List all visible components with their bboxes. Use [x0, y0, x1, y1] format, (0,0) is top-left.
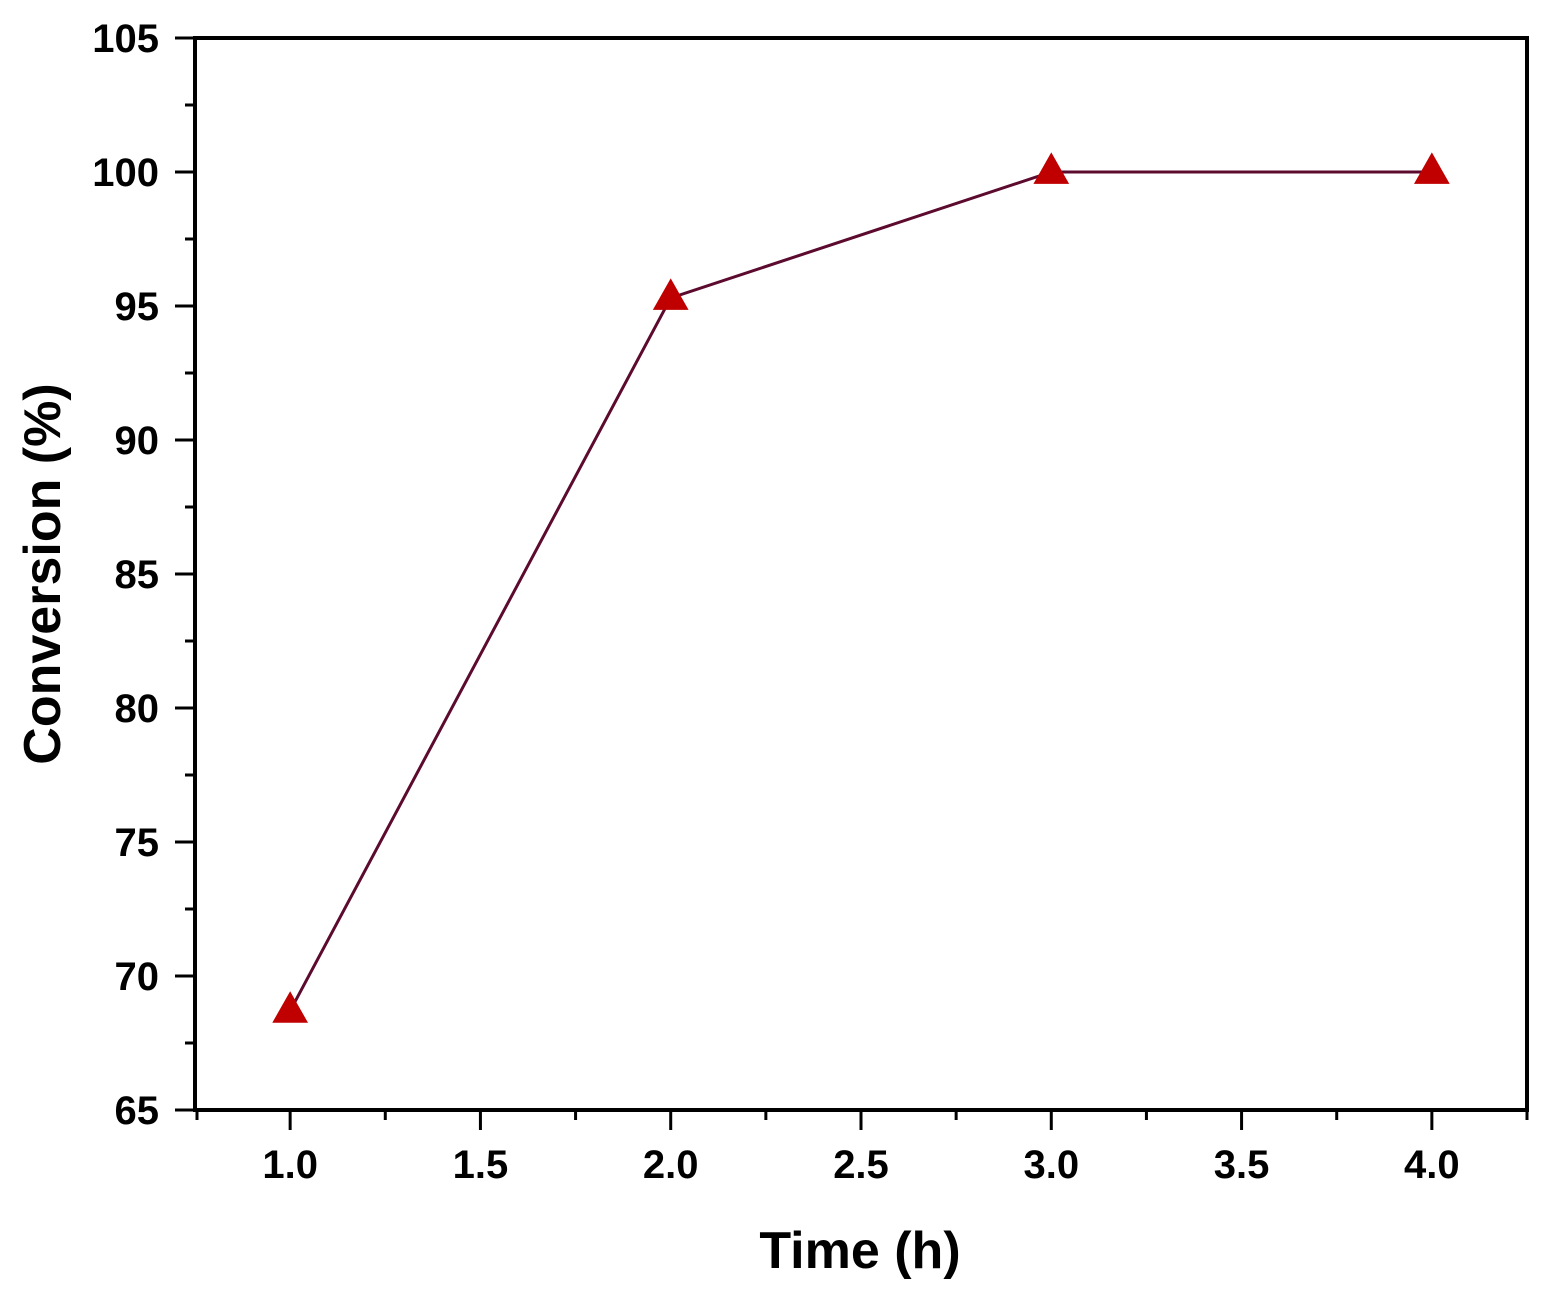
axes: 65 70 75 80 85 90 95 100 105 1.0 1.5 2.0 2.5 3.0 3.5 4.… [92, 17, 1529, 1187]
y-tick-label: 100 [92, 151, 159, 195]
x-tick-label: 2.5 [833, 1143, 889, 1187]
x-axis-title: Time (h) [759, 1222, 960, 1280]
y-tick-label: 90 [115, 419, 160, 463]
y-tick-label: 105 [92, 17, 159, 61]
x-tick-label: 1.5 [453, 1143, 509, 1187]
y-tick-label: 95 [115, 285, 160, 329]
y-tick-label: 80 [115, 687, 160, 731]
x-tick-label: 1.0 [262, 1143, 318, 1187]
data-point-marker [652, 278, 689, 310]
x-tick-label: 4.0 [1404, 1143, 1460, 1187]
x-tick-label: 3.0 [1023, 1143, 1079, 1187]
series-line [288, 170, 1432, 1012]
y-tick-label: 85 [115, 553, 160, 597]
series-layer [272, 152, 1450, 1023]
plot-frame [193, 36, 1529, 1112]
x-tick-label: 2.0 [643, 1143, 699, 1187]
y-axis-title: Conversion (%) [14, 383, 72, 764]
x-tick-label: 3.5 [1214, 1143, 1270, 1187]
y-tick-label: 70 [115, 955, 160, 999]
y-tick-label: 75 [115, 821, 160, 865]
data-point-marker [272, 991, 309, 1023]
data-point-marker [1413, 152, 1450, 184]
y-tick-label: 65 [115, 1089, 160, 1133]
data-point-marker [1033, 152, 1070, 184]
